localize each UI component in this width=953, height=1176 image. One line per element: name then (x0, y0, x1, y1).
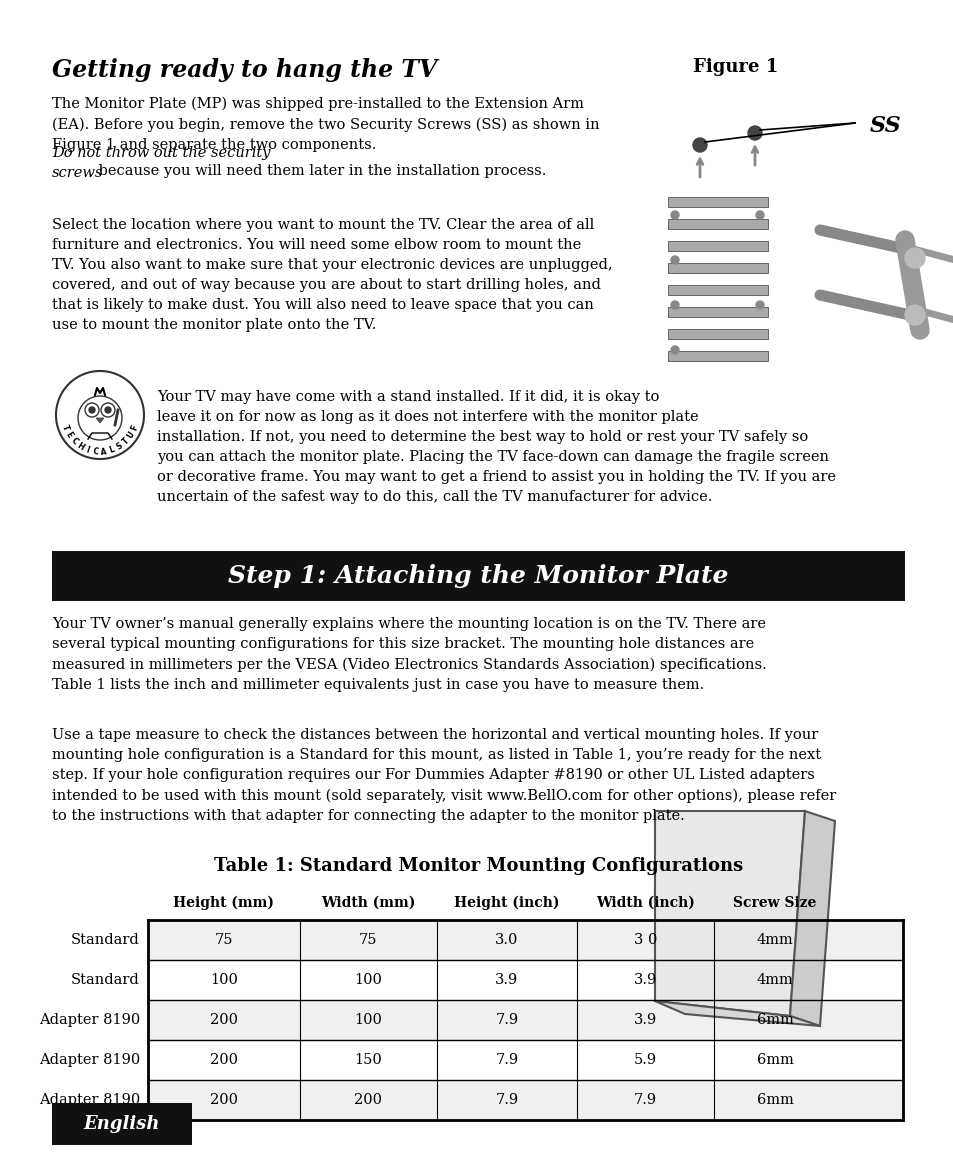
Text: because you will need them later in the installation process.: because you will need them later in the … (94, 163, 546, 178)
Circle shape (747, 126, 761, 140)
Text: L: L (109, 445, 115, 455)
Text: 75: 75 (359, 933, 377, 947)
Text: Use a tape measure to check the distances between the horizontal and vertical mo: Use a tape measure to check the distance… (52, 728, 836, 823)
Circle shape (904, 305, 924, 325)
Polygon shape (655, 811, 804, 1016)
Bar (52, 1103, 192, 1145)
Text: A: A (101, 447, 108, 456)
Circle shape (101, 403, 115, 417)
Text: Your TV may have come with a stand installed. If it did, it is okay to
leave it : Your TV may have come with a stand insta… (157, 390, 835, 505)
Text: Your TV owner’s manual generally explains where the mounting location is on the : Your TV owner’s manual generally explain… (52, 617, 766, 691)
Text: T: T (60, 423, 71, 432)
Circle shape (755, 211, 763, 219)
Text: 200: 200 (210, 1093, 237, 1107)
Bar (667, 219, 767, 229)
Circle shape (904, 248, 924, 268)
Bar (148, 960, 902, 1000)
Circle shape (78, 396, 122, 440)
Text: Height (mm): Height (mm) (173, 896, 274, 910)
Text: 100: 100 (355, 1013, 382, 1027)
Circle shape (85, 403, 99, 417)
Text: Screw Size: Screw Size (733, 896, 816, 910)
Text: S: S (114, 441, 124, 452)
Text: SS: SS (869, 115, 901, 136)
Text: 5.9: 5.9 (634, 1053, 657, 1067)
Circle shape (105, 407, 111, 413)
Text: Adapter 8190: Adapter 8190 (39, 1093, 140, 1107)
Text: H: H (75, 441, 86, 452)
Text: Standard: Standard (71, 933, 140, 947)
Text: I: I (85, 446, 91, 455)
Text: Figure 1: Figure 1 (692, 58, 778, 76)
Text: Width (mm): Width (mm) (321, 896, 416, 910)
Text: 100: 100 (355, 973, 382, 987)
Text: 3.9: 3.9 (633, 1013, 657, 1027)
Circle shape (755, 301, 763, 309)
Text: Step 1: Attaching the Monitor Plate: Step 1: Attaching the Monitor Plate (228, 564, 728, 588)
Text: E: E (64, 430, 74, 440)
Text: 100: 100 (210, 973, 237, 987)
Text: C: C (92, 447, 99, 456)
Bar (667, 198, 767, 207)
Text: 6mm: 6mm (756, 1013, 793, 1027)
Text: T: T (121, 436, 131, 447)
Text: 3.9: 3.9 (495, 973, 518, 987)
Bar (667, 307, 767, 318)
Polygon shape (655, 1001, 820, 1025)
Text: 7.9: 7.9 (495, 1013, 518, 1027)
Text: C: C (69, 436, 79, 447)
Circle shape (56, 370, 144, 459)
Text: 200: 200 (355, 1093, 382, 1107)
Text: 7.9: 7.9 (495, 1093, 518, 1107)
Text: 150: 150 (355, 1053, 382, 1067)
Polygon shape (789, 811, 834, 1025)
Text: 75: 75 (214, 933, 233, 947)
Text: 3 0: 3 0 (633, 933, 657, 947)
Text: The Monitor Plate (MP) was shipped pre-installed to the Extension Arm
(EA). Befo: The Monitor Plate (MP) was shipped pre-i… (52, 96, 599, 152)
Circle shape (670, 211, 679, 219)
Bar (667, 329, 767, 339)
Bar (667, 241, 767, 250)
Bar (52, 552, 904, 601)
Bar (148, 1000, 902, 1040)
Text: Select the location where you want to mount the TV. Clear the area of all
furnit: Select the location where you want to mo… (52, 218, 612, 333)
Text: English: English (84, 1115, 160, 1132)
Circle shape (670, 301, 679, 309)
Text: Width (inch): Width (inch) (596, 896, 694, 910)
Text: 7.9: 7.9 (495, 1053, 518, 1067)
Text: U: U (126, 430, 136, 440)
Bar (148, 920, 902, 960)
Text: Adapter 8190: Adapter 8190 (39, 1013, 140, 1027)
Text: F: F (130, 423, 140, 432)
Text: Getting ready to hang the TV: Getting ready to hang the TV (52, 58, 436, 82)
Bar (667, 285, 767, 295)
Text: Adapter 8190: Adapter 8190 (39, 1053, 140, 1067)
Circle shape (670, 346, 679, 354)
Text: 6mm: 6mm (756, 1093, 793, 1107)
Text: 200: 200 (210, 1013, 237, 1027)
Bar (667, 350, 767, 361)
Polygon shape (96, 417, 104, 423)
Circle shape (89, 407, 95, 413)
Text: 3.0: 3.0 (495, 933, 518, 947)
Circle shape (692, 138, 706, 152)
Text: Height (inch): Height (inch) (454, 896, 559, 910)
Text: 6mm: 6mm (756, 1053, 793, 1067)
Bar (148, 1080, 902, 1120)
Circle shape (670, 256, 679, 263)
Text: 200: 200 (210, 1053, 237, 1067)
Text: Standard: Standard (71, 973, 140, 987)
Text: Do not throw out the security
screws: Do not throw out the security screws (52, 146, 271, 180)
Text: 4mm: 4mm (756, 973, 793, 987)
Text: 3.9: 3.9 (633, 973, 657, 987)
Bar (148, 1040, 902, 1080)
Text: Table 1: Standard Monitor Mounting Configurations: Table 1: Standard Monitor Mounting Confi… (213, 857, 742, 875)
Text: 7.9: 7.9 (634, 1093, 657, 1107)
Text: 4mm: 4mm (756, 933, 793, 947)
Bar (667, 263, 767, 273)
